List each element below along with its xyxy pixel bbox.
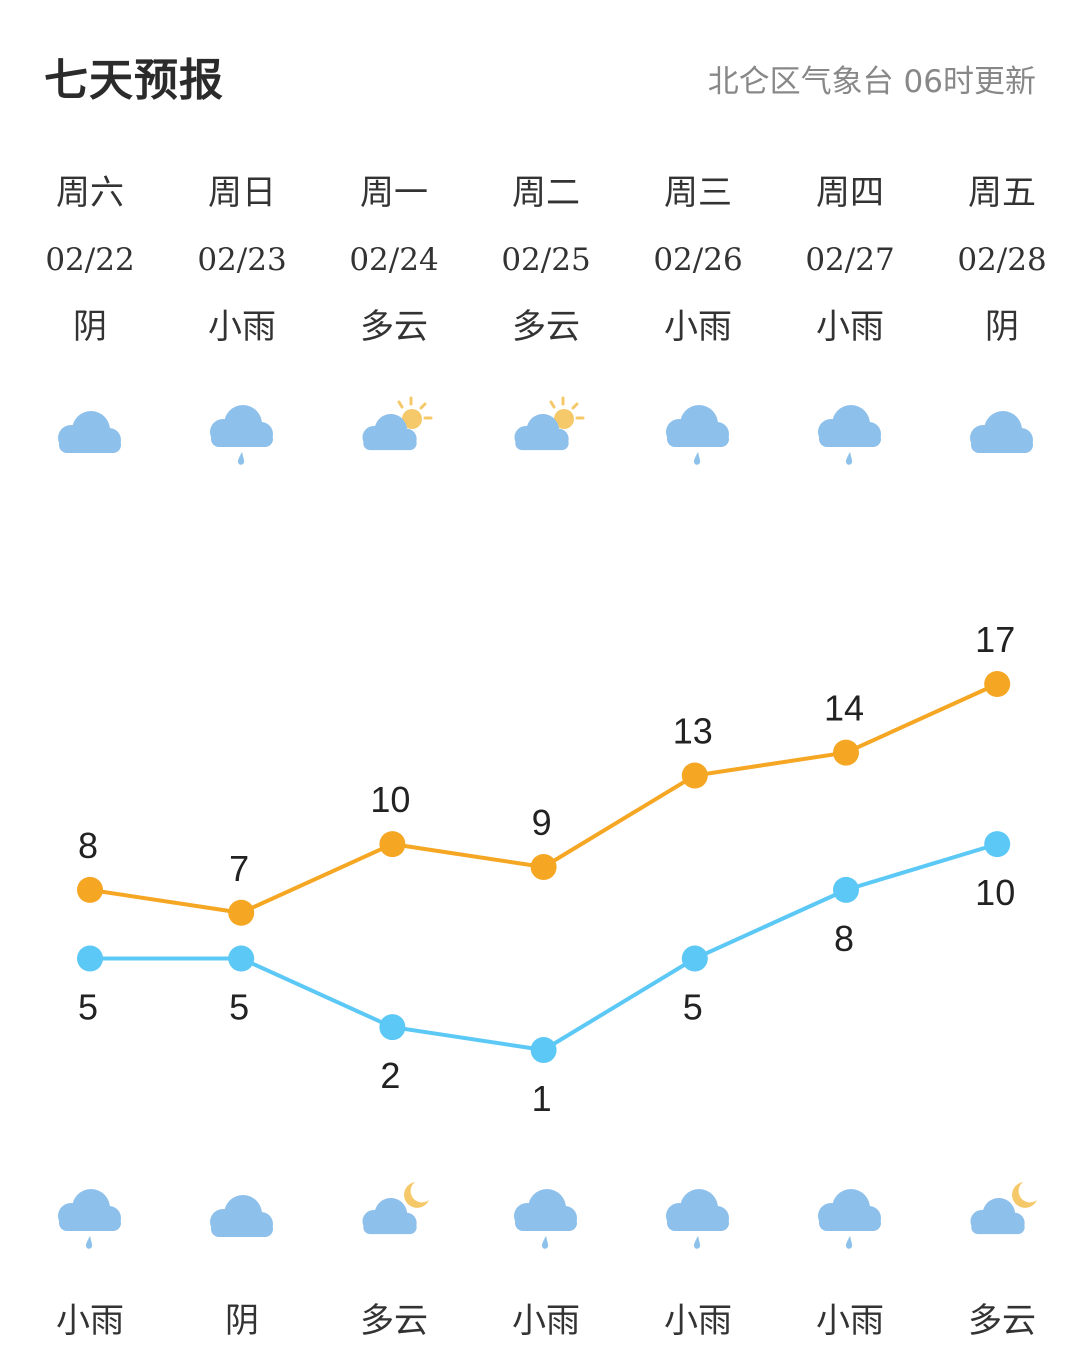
day-condition: 小雨 <box>208 307 276 347</box>
weekday-label: 周六 <box>56 173 124 213</box>
light-rain-icon <box>503 1176 589 1262</box>
low-temp-label: 8 <box>834 918 854 959</box>
light-rain-icon <box>199 392 285 478</box>
weekday-label: 周四 <box>816 173 884 213</box>
low-temp-label: 5 <box>78 987 98 1028</box>
day-condition: 阴 <box>73 307 107 347</box>
partly-cloudy-sun-icon <box>503 392 589 478</box>
low-temp-label: 1 <box>532 1078 552 1119</box>
high-temp-point <box>984 671 1011 697</box>
icon-cell <box>318 1176 470 1262</box>
date-label: 02/23 <box>197 242 287 278</box>
icon-cell <box>166 392 318 478</box>
high-temp-point <box>379 831 406 858</box>
partly-cloudy-moon-icon <box>351 1176 437 1262</box>
weekday-label: 周一 <box>360 173 428 213</box>
icon-cell <box>14 1176 166 1262</box>
date-label: 02/22 <box>45 242 135 278</box>
night-condition: 阴 <box>225 1301 259 1341</box>
low-temp-point <box>379 1014 406 1041</box>
icon-cell <box>318 392 470 478</box>
light-rain-icon <box>807 1176 893 1262</box>
partly-cloudy-sun-icon <box>351 392 437 478</box>
low-temp-point <box>833 876 859 903</box>
date-label: 02/27 <box>805 242 895 278</box>
page-title: 七天预报 <box>44 55 224 106</box>
high-temp-label: 13 <box>673 711 713 752</box>
icon-cell <box>470 392 622 478</box>
high-temp-label: 17 <box>975 619 1015 660</box>
night-condition: 多云 <box>968 1301 1036 1341</box>
low-temp-point <box>681 945 708 972</box>
weekday-label: 周日 <box>208 173 276 213</box>
high-temp-point <box>833 739 859 766</box>
day-condition: 多云 <box>360 307 428 347</box>
cloudy-icon <box>959 392 1045 478</box>
icon-cell <box>14 392 166 478</box>
day-condition: 小雨 <box>816 307 884 347</box>
date-label: 02/24 <box>349 242 439 278</box>
night-condition: 小雨 <box>56 1301 124 1341</box>
icon-cell <box>166 1176 318 1262</box>
cloudy-icon <box>199 1176 285 1262</box>
high-temp-point <box>228 899 255 926</box>
day-columns: 周六 02/22 阴 周日 02/23 小雨 周一 02/24 多云 周二 02… <box>14 160 1080 360</box>
date-label: 02/25 <box>501 242 591 278</box>
high-temp-label: 10 <box>370 779 410 820</box>
icon-cell <box>470 1176 622 1262</box>
day-column[interactable]: 周日 02/23 小雨 <box>166 160 318 360</box>
high-temp-label: 8 <box>78 825 98 866</box>
low-temp-label: 5 <box>229 987 249 1028</box>
high-temp-point <box>681 762 708 789</box>
weekday-label: 周三 <box>664 173 732 213</box>
date-label: 02/26 <box>653 242 743 278</box>
low-temp-label: 5 <box>683 987 703 1028</box>
low-temp-point <box>530 1037 557 1063</box>
icon-cell <box>926 1176 1078 1262</box>
day-weather-icons <box>14 392 1080 478</box>
weekday-label: 周二 <box>512 173 580 213</box>
day-condition: 阴 <box>985 307 1019 347</box>
day-column[interactable]: 周三 02/26 小雨 <box>622 160 774 360</box>
header: 七天预报 北仑区气象台 06时更新 <box>0 0 1080 140</box>
partly-cloudy-moon-icon <box>959 1176 1045 1262</box>
high-temp-label: 7 <box>229 848 249 889</box>
low-temp-label: 2 <box>380 1055 400 1096</box>
light-rain-icon <box>655 392 741 478</box>
day-column[interactable]: 周四 02/27 小雨 <box>774 160 926 360</box>
cloudy-icon <box>47 392 133 478</box>
low-temp-point <box>228 945 255 972</box>
weekday-label: 周五 <box>968 173 1036 213</box>
night-condition: 小雨 <box>816 1301 884 1341</box>
date-label: 02/28 <box>957 242 1047 278</box>
high-temp-point <box>77 876 103 903</box>
icon-cell <box>926 392 1078 478</box>
day-column[interactable]: 周二 02/25 多云 <box>470 160 622 360</box>
light-rain-icon <box>47 1176 133 1262</box>
day-column[interactable]: 周六 02/22 阴 <box>14 160 166 360</box>
update-source: 北仑区气象台 06时更新 <box>707 64 1036 100</box>
high-temp-label: 9 <box>532 802 552 843</box>
low-temp-point <box>984 831 1011 858</box>
temperature-chart: 8 7 10 9 13 14 17 5 5 2 1 5 8 10 <box>77 619 1015 1119</box>
night-conditions: 小雨 阴 多云 小雨 小雨 小雨 多云 <box>14 1288 1080 1354</box>
high-temp-label: 14 <box>824 688 864 729</box>
night-condition: 多云 <box>360 1301 428 1341</box>
day-column[interactable]: 周一 02/24 多云 <box>318 160 470 360</box>
light-rain-icon <box>807 392 893 478</box>
day-condition: 小雨 <box>664 307 732 347</box>
light-rain-icon <box>655 1176 741 1262</box>
icon-cell <box>774 392 926 478</box>
day-condition: 多云 <box>512 307 580 347</box>
high-temp-point <box>530 854 557 880</box>
night-weather-icons <box>14 1176 1080 1262</box>
night-condition: 小雨 <box>664 1301 732 1341</box>
icon-cell <box>622 1176 774 1262</box>
night-condition: 小雨 <box>512 1301 580 1341</box>
icon-cell <box>774 1176 926 1262</box>
low-temp-point <box>77 945 103 972</box>
day-column[interactable]: 周五 02/28 阴 <box>926 160 1078 360</box>
icon-cell <box>622 392 774 478</box>
low-temp-label: 10 <box>975 872 1015 913</box>
